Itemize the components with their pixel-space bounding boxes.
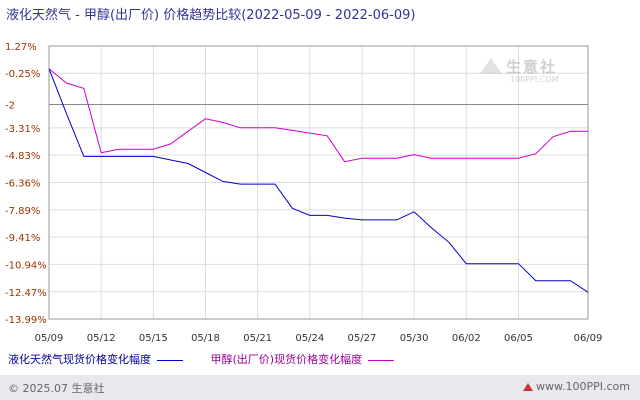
x-tick-label: 05/30 (400, 333, 429, 344)
watermark-logo-icon (480, 58, 502, 74)
y-tick-label: -2 (5, 101, 15, 112)
watermark: 生意社 100PPI.COM (480, 56, 559, 84)
x-tick-label: 05/09 (35, 333, 64, 344)
footer-site-link[interactable]: www.100PPI.com (523, 380, 630, 393)
footer: © 2025.07 生意社 www.100PPI.com (0, 375, 640, 400)
x-tick-label: 05/24 (295, 333, 324, 344)
x-tick-label: 06/09 (574, 333, 603, 344)
legend-label-series1: 液化天然气现货价格变化幅度 (8, 353, 151, 366)
x-tick-label: 06/05 (504, 333, 533, 344)
y-tick-label: -3.31% (5, 124, 40, 135)
footer-copyright-text: © 2025.07 生意社 (8, 382, 105, 395)
legend-label-series2: 甲醇(出厂价)现货价格变化幅度 (210, 353, 363, 366)
x-tick-label: 06/02 (452, 333, 481, 344)
y-tick-label: -13.99% (5, 315, 47, 326)
legend-item-series1: 液化天然气现货价格变化幅度 (8, 351, 183, 367)
plot-frame (48, 45, 589, 320)
x-tick-label: 05/21 (243, 333, 272, 344)
legend-item-series2: 甲醇(出厂价)现货价格变化幅度 (211, 351, 395, 367)
y-tick-label: -9.41% (5, 233, 40, 244)
y-tick-label: 1.27% (5, 42, 37, 53)
y-tick-label: -6.36% (5, 179, 40, 190)
legend-swatch-series2 (368, 359, 395, 361)
x-axis-labels: 05/09 05/12 05/15 05/18 05/21 05/24 05/27 05/30… (35, 333, 603, 344)
y-axis-labels: 1.27% -0.25% -2 -3.31% -4.83% -6.36% -7.89% -9.… (5, 42, 47, 326)
x-tick-label: 05/12 (87, 333, 116, 344)
y-tick-label: -0.25% (5, 69, 40, 80)
y-tick-label: -12.47% (5, 288, 47, 299)
series-line-2 (48, 68, 588, 163)
legend-swatch-series1 (157, 359, 183, 361)
footer-site-text: www.100PPI.com (536, 380, 630, 393)
series-layer (48, 68, 589, 293)
x-tick-label: 05/27 (348, 333, 377, 344)
legend: 液化天然气现货价格变化幅度 甲醇(出厂价)现货价格变化幅度 (8, 351, 418, 367)
series-line-1 (48, 68, 589, 293)
y-tick-label: -4.83% (5, 151, 40, 162)
x-tick-label: 05/18 (191, 333, 220, 344)
grid-layer (48, 45, 589, 320)
footer-copyright: © 2025.07 生意社 (8, 380, 104, 396)
watermark-name: 生意社 (506, 58, 558, 76)
chart-title: 液化天然气 - 甲醇(出厂价) 价格趋势比较(2022-05-09 - 2022… (6, 8, 416, 23)
y-tick-label: -10.94% (5, 260, 47, 271)
x-tick-label: 05/15 (139, 333, 168, 344)
brand-logo-icon (523, 383, 534, 391)
y-tick-label: -7.89% (5, 206, 40, 217)
watermark-url: 100PPI.COM (510, 75, 559, 84)
